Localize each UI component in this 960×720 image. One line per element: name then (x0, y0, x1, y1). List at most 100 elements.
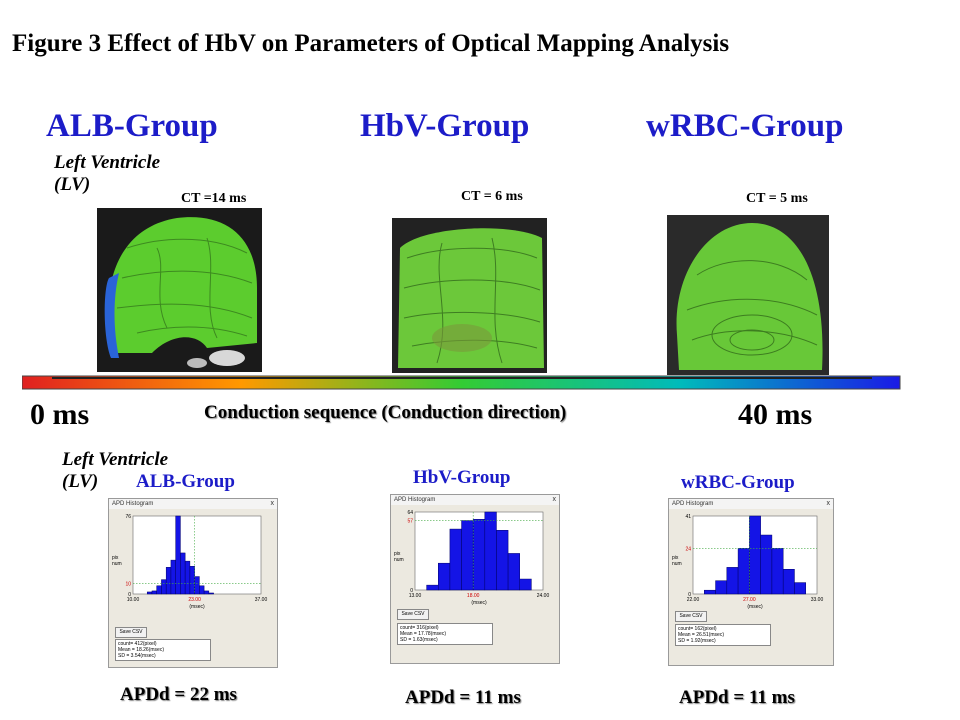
x-tick-label: 23.00 (188, 597, 201, 603)
window-title: APD Histogram (109, 499, 277, 509)
close-icon[interactable]: x (552, 496, 557, 503)
histogram-bar (461, 520, 474, 591)
histogram-bar (175, 515, 181, 595)
group-header-alb: ALB-Group (46, 108, 218, 144)
histogram-label-hbv: HbV-Group (413, 467, 511, 488)
histogram-bar (782, 569, 795, 595)
y-tick-label: 0 (410, 588, 413, 594)
apd-histogram-window-hbv: APD Histogram x 64 57 0 pix num 13.00 18.00 24.… (390, 494, 560, 664)
figure-title: Figure 3 Effect of HbV on Parameters of … (12, 30, 730, 57)
histogram-bar (726, 567, 739, 595)
y-tick-label: 0 (688, 592, 691, 598)
lv-label-top: Left Ventricle (LV) (54, 152, 160, 196)
histogram-label-wrbc: wRBC-Group (681, 472, 795, 493)
histogram-bar (203, 590, 210, 595)
x-tick-label: 24.00 (537, 593, 550, 599)
activation-map-alb (97, 208, 262, 372)
stats-box: count= 316(pixel) Mean = 17.78(msec) SD … (397, 623, 493, 645)
histogram-bar (189, 566, 195, 595)
y-tick-label: 24 (685, 546, 691, 552)
histogram-bar (484, 511, 497, 591)
lv-label-bottom-line1: Left Ventricle (62, 449, 169, 470)
stats-count: count= 316(pixel) (400, 625, 439, 631)
y-tick-label: 57 (407, 519, 413, 525)
histogram-bar (519, 578, 532, 591)
y-axis-label: pix (672, 555, 679, 561)
stats-mean: Mean = 26.51(msec) (678, 632, 724, 638)
histogram-bar (496, 530, 509, 591)
activation-map-wrbc (667, 215, 829, 375)
y-tick-label: 41 (685, 514, 691, 520)
apdd-label-wrbc: APDd = 11 ms (679, 687, 795, 708)
histogram-bar (184, 560, 191, 595)
x-tick-label: 22.00 (687, 597, 700, 603)
close-icon[interactable]: x (826, 500, 831, 507)
stats-mean: Mean = 17.78(msec) (400, 631, 446, 637)
save-csv-button[interactable]: Save CSV (397, 609, 429, 620)
histogram-bar (161, 579, 167, 595)
x-axis-label: (msec) (189, 604, 205, 610)
histogram-bar (194, 576, 200, 595)
histogram-bar (156, 585, 162, 595)
histogram-bar (426, 584, 439, 591)
conduction-caption: Conduction sequence (Conduction directio… (204, 402, 567, 423)
lv-label-bottom: Left Ventricle (LV) (62, 449, 168, 493)
window-title: APD Histogram (391, 495, 559, 505)
y-tick-label: 10 (125, 582, 131, 588)
window-title: APD Histogram (669, 499, 833, 509)
histogram-bar (199, 585, 205, 595)
histogram-bar (760, 534, 773, 595)
apdd-label-alb: APDd = 22 ms (120, 684, 237, 705)
apd-histogram-window-wrbc: APD Histogram x 41 24 0 pix num 22.00 27.00 33.… (668, 498, 834, 666)
histogram-bar (749, 515, 761, 595)
x-tick-label: 13.00 (409, 593, 422, 599)
save-csv-button[interactable]: Save CSV (675, 611, 707, 622)
histogram-bar (771, 548, 784, 595)
histogram-bar (704, 589, 716, 595)
y-axis-label: num (394, 557, 404, 563)
stats-sd: SD = 1.63(msec) (400, 637, 438, 643)
group-header-hbv: HbV-Group (360, 108, 530, 144)
histogram-bar (208, 592, 214, 595)
histogram-bar (165, 567, 172, 595)
group-header-wrbc: wRBC-Group (646, 108, 844, 144)
y-tick-label: 64 (407, 510, 413, 516)
histogram-bar (715, 580, 728, 595)
x-axis-label: (msec) (747, 604, 763, 610)
stats-box: count= 162(pixel) Mean = 26.51(msec) SD … (675, 624, 771, 646)
apd-histogram-window-alb: APD Histogram x 76 10 0 pix num 10.00 23.00 37.… (108, 498, 278, 668)
y-tick-label: 76 (125, 514, 131, 520)
histogram-bar (794, 582, 806, 595)
lv-label-top-line1: Left Ventricle (54, 152, 161, 173)
stats-count: count= 162(pixel) (678, 626, 717, 632)
lv-label-bottom-line2: (LV) (62, 471, 99, 492)
histogram-bar (472, 519, 486, 591)
activation-map-hbv (392, 218, 547, 373)
histogram-bar (438, 562, 451, 591)
apdd-label-hbv: APDd = 11 ms (405, 687, 521, 708)
scale-max-label: 40 ms (738, 398, 813, 431)
histogram-bar (180, 552, 186, 595)
scale-min-label: 0 ms (30, 398, 90, 431)
stats-count: count= 412(pixel) (118, 641, 157, 647)
lv-label-top-line2: (LV) (54, 174, 91, 195)
y-axis-label: num (672, 561, 682, 567)
x-tick-label: 33.00 (811, 597, 824, 603)
save-csv-button[interactable]: Save CSV (115, 627, 147, 638)
histogram-bar (146, 591, 153, 595)
y-axis-label: pix (112, 555, 119, 561)
ct-label-alb: CT =14 ms (181, 191, 247, 206)
y-axis-label: pix (394, 551, 401, 557)
ct-label-hbv: CT = 6 ms (461, 189, 523, 204)
stats-box: count= 412(pixel) Mean = 18.26(msec) SD … (115, 639, 211, 661)
x-tick-label: 27.00 (743, 597, 756, 603)
stats-sd: SD = 3.54(msec) (118, 653, 156, 659)
conduction-color-scale (22, 375, 901, 390)
ct-label-wrbc: CT = 5 ms (746, 191, 808, 206)
close-icon[interactable]: x (270, 500, 275, 507)
y-tick-label: 0 (128, 592, 131, 598)
histogram-bar (737, 548, 750, 595)
